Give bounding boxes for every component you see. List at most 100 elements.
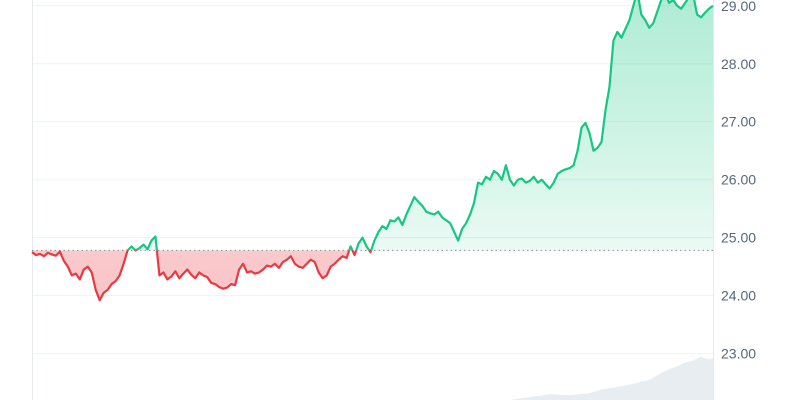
price-point[interactable] [460, 227, 464, 231]
price-point[interactable] [197, 270, 201, 274]
price-point[interactable] [596, 146, 600, 150]
price-point[interactable] [122, 262, 126, 266]
price-point[interactable] [357, 241, 361, 245]
price-point[interactable] [301, 266, 305, 270]
price-point[interactable] [576, 149, 580, 153]
price-point[interactable] [404, 212, 408, 216]
price-point[interactable] [94, 288, 98, 292]
price-point[interactable] [277, 266, 281, 270]
price-point[interactable] [464, 221, 468, 225]
price-line-up[interactable] [32, 0, 714, 300]
price-point[interactable] [269, 265, 273, 269]
price-point[interactable] [233, 283, 237, 287]
price-point[interactable] [289, 254, 293, 258]
price-point[interactable] [392, 219, 396, 223]
price-point[interactable] [655, 10, 659, 14]
price-point[interactable] [592, 149, 596, 153]
price-point[interactable] [699, 15, 703, 19]
price-point[interactable] [114, 279, 118, 283]
price-point[interactable] [313, 260, 317, 264]
price-point[interactable] [58, 250, 62, 254]
price-point[interactable] [667, 1, 671, 5]
price-point[interactable] [504, 163, 508, 167]
price-point[interactable] [707, 7, 711, 11]
price-point[interactable] [165, 277, 169, 281]
price-point[interactable] [516, 178, 520, 182]
price-point[interactable] [145, 247, 149, 251]
price-point[interactable] [305, 262, 309, 266]
price-point[interactable] [631, 4, 635, 8]
price-point[interactable] [118, 273, 122, 277]
price-point[interactable] [456, 239, 460, 243]
price-point[interactable] [257, 270, 261, 274]
price-point[interactable] [520, 177, 524, 181]
price-point[interactable] [90, 270, 94, 274]
price-point[interactable] [189, 273, 193, 277]
price-point[interactable] [623, 27, 627, 31]
price-point[interactable] [181, 272, 185, 276]
price-point[interactable] [639, 12, 643, 16]
price-point[interactable] [349, 244, 353, 248]
price-point[interactable] [82, 268, 86, 272]
price-point[interactable] [695, 12, 699, 16]
price-point[interactable] [711, 4, 715, 8]
price-point[interactable] [384, 227, 388, 231]
price-point[interactable] [185, 268, 189, 272]
price-point[interactable] [157, 273, 161, 277]
price-point[interactable] [245, 270, 249, 274]
price-point[interactable] [102, 291, 106, 295]
price-point[interactable] [30, 250, 34, 254]
price-point[interactable] [615, 30, 619, 34]
price-point[interactable] [472, 201, 476, 205]
price-point[interactable] [556, 172, 560, 176]
price-point[interactable] [452, 230, 456, 234]
price-point[interactable] [353, 253, 357, 257]
price-point[interactable] [532, 175, 536, 179]
price-point[interactable] [496, 172, 500, 176]
price-point[interactable] [333, 262, 337, 266]
price-point[interactable] [412, 195, 416, 199]
price-point[interactable] [74, 272, 78, 276]
price-point[interactable] [400, 223, 404, 227]
price-point[interactable] [572, 163, 576, 167]
price-point[interactable] [607, 85, 611, 89]
price-point[interactable] [293, 262, 297, 266]
price-point[interactable] [552, 181, 556, 185]
price-point[interactable] [584, 121, 588, 125]
price-point[interactable] [193, 276, 197, 280]
price-point[interactable] [440, 215, 444, 219]
price-point[interactable] [46, 251, 50, 255]
price-point[interactable] [560, 169, 564, 173]
price-point[interactable] [643, 18, 647, 22]
price-point[interactable] [130, 244, 134, 248]
price-point[interactable] [647, 26, 651, 30]
price-point[interactable] [432, 212, 436, 216]
price-point[interactable] [679, 7, 683, 11]
price-point[interactable] [369, 250, 373, 254]
price-point[interactable] [98, 298, 102, 302]
price-point[interactable] [675, 4, 679, 8]
price-point[interactable] [380, 224, 384, 228]
price-point[interactable] [329, 265, 333, 269]
price-point[interactable] [110, 282, 114, 286]
price-point[interactable] [337, 258, 341, 262]
price-point[interactable] [448, 221, 452, 225]
price-point[interactable] [599, 140, 603, 144]
price-point[interactable] [341, 254, 345, 258]
price-point[interactable] [512, 184, 516, 188]
price-point[interactable] [169, 275, 173, 279]
price-point[interactable] [237, 268, 241, 272]
price-point[interactable] [361, 236, 365, 240]
price-point[interactable] [201, 273, 205, 277]
price-point[interactable] [217, 285, 221, 289]
price-point[interactable] [273, 262, 277, 266]
price-point[interactable] [317, 270, 321, 274]
price-point[interactable] [321, 276, 325, 280]
price-point[interactable] [416, 200, 420, 204]
price-point[interactable] [424, 210, 428, 214]
price-point[interactable] [134, 248, 138, 252]
price-point[interactable] [500, 178, 504, 182]
price-point[interactable] [651, 21, 655, 25]
price-point[interactable] [611, 39, 615, 43]
